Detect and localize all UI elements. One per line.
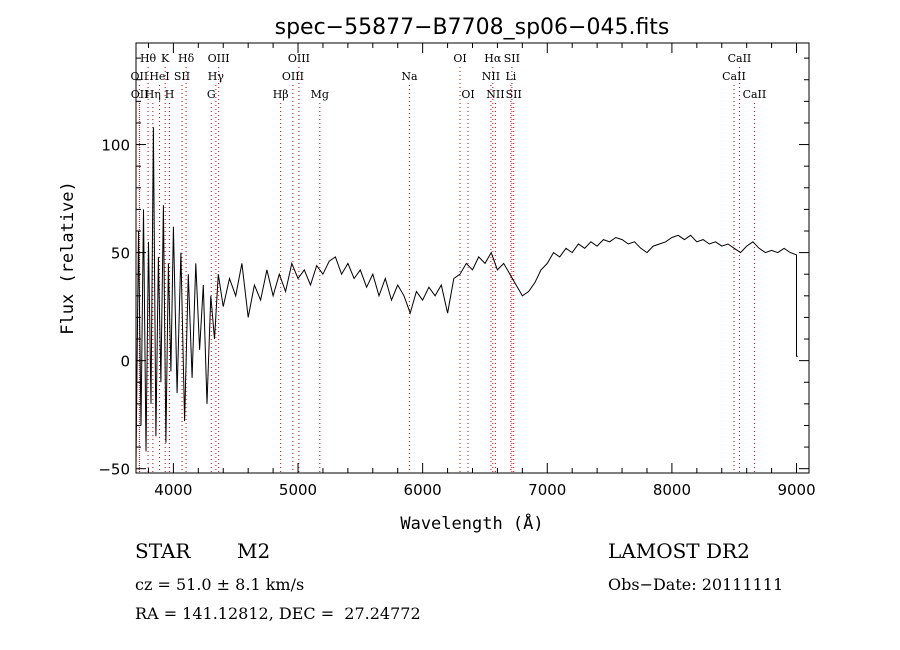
object-subclass: M2 [237,539,271,563]
spectral-line-label: Hθ [140,52,157,65]
spectral-line-label: Hη [145,88,161,101]
spectral-line-label: NII [482,70,500,83]
spectral-line-label: Na [401,70,418,83]
y-tick-label: 50 [111,245,130,263]
chart-title: spec−55877−B7708_sp06−045.fits [275,15,670,40]
object-class: STAR [135,539,191,563]
observation-date: Obs−Date: 20111111 [608,575,784,594]
plot-frame [135,42,810,474]
spectral-line-label: K [161,52,170,65]
x-tick-label: 9000 [777,481,815,499]
y-axis-label: Flux (relative) [58,181,78,335]
y-tick-label: 0 [120,353,130,371]
spectral-line-label: G [207,88,216,101]
y-tick-label: 100 [101,137,130,155]
x-tick-label: 5000 [279,481,317,499]
x-tick-label: 7000 [528,481,566,499]
sky-coordinates: RA = 141.12812, DEC = 27.24772 [135,604,421,623]
survey-release: LAMOST DR2 [608,539,750,563]
spectral-line-label: Mg [311,88,329,101]
spectral-line-markers [138,67,755,473]
spectral-line-label: OIII [282,70,304,83]
spectral-line-label: OI [453,52,466,65]
spectral-line-label: Li [505,70,516,83]
y-axis-ticks: −50 0 50 100 [98,57,809,479]
y-tick-label: −50 [98,461,130,479]
spectral-line-label: CaII [722,70,746,83]
spectral-line-label: OIII [288,52,310,65]
spectral-line-label: OI [461,88,474,101]
spectral-line-label: OII [131,70,149,83]
spectral-line-label: SII [504,52,520,65]
x-tick-label: 4000 [154,481,192,499]
spectral-line-label: SII [174,70,190,83]
x-tick-label: 6000 [404,481,442,499]
spectral-line-label: SII [506,88,522,101]
spectral-line-label: HeI [149,70,169,83]
spectral-line-label: Hβ [273,88,289,101]
spectral-line-label: Hδ [178,52,195,65]
spectral-line-label: OII [131,88,149,101]
spectrum-series-line [135,127,798,465]
x-axis-label: Wavelength (Å) [400,512,543,534]
spectral-line-label: Hα [484,52,502,65]
spectral-line-label: OIII [208,52,230,65]
x-tick-label: 8000 [653,481,691,499]
redshift-velocity: cz = 51.0 ± 8.1 km/s [135,575,305,594]
spectral-line-label: NII [486,88,504,101]
x-axis-ticks: 4000 5000 6000 7000 8000 9000 [147,43,816,499]
spectral-line-label: CaII [743,88,767,101]
spectral-line-label: H [165,88,175,101]
spectral-line-label: CaII [728,52,752,65]
spectral-line-label: Hγ [208,70,225,83]
